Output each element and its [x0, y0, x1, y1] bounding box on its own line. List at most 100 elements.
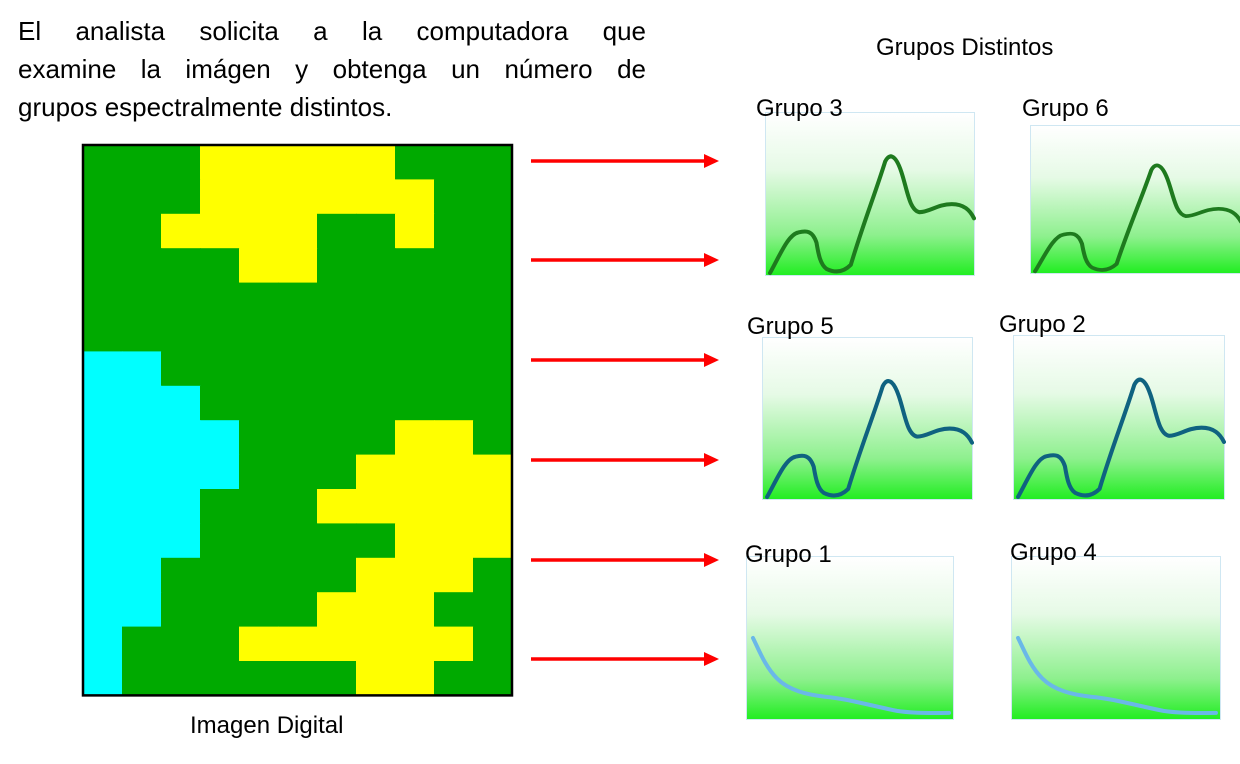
group-panel-3 — [765, 112, 976, 276]
pixel-cell — [200, 179, 240, 215]
pixel-cell — [434, 557, 474, 593]
pixel-cell — [239, 454, 279, 490]
pixel-cell — [473, 420, 513, 456]
pixel-cell — [278, 454, 318, 490]
pixel-cell — [122, 179, 162, 215]
pixel-cell — [317, 661, 357, 696]
pixel-cell — [395, 282, 435, 318]
pixel-cell — [161, 557, 201, 593]
pixel-cell — [278, 317, 318, 352]
pixel-cell — [356, 179, 396, 215]
pixel-cell — [239, 282, 279, 318]
pixel-cell — [239, 626, 279, 662]
pixel-cell — [122, 282, 162, 318]
pixel-cell — [278, 420, 318, 456]
pixel-cell — [434, 317, 474, 352]
pixel-cell — [83, 317, 123, 352]
pixel-cell — [83, 213, 123, 249]
pixel-cell — [239, 317, 279, 352]
arrow-icon — [531, 453, 719, 467]
pixel-cell — [317, 454, 357, 490]
pixel-cell — [356, 489, 396, 524]
pixel-cell — [473, 385, 513, 421]
pixel-cell — [434, 248, 474, 284]
pixel-cell — [83, 523, 123, 559]
groups-title: Grupos Distintos — [876, 34, 1054, 61]
pixel-cell — [161, 661, 201, 696]
pixel-cell — [473, 317, 513, 352]
pixel-cell — [434, 145, 474, 180]
pixel-cell — [239, 661, 279, 696]
pixel-cell — [434, 213, 474, 249]
pixel-cell — [161, 213, 201, 249]
pixel-cell — [395, 489, 435, 524]
pixel-cell — [161, 626, 201, 662]
pixel-cell — [200, 248, 240, 284]
intro-line-2: examine la imágen y obtenga un número de — [18, 54, 646, 84]
pixel-cell — [122, 626, 162, 662]
pixel-cell — [200, 351, 240, 387]
pixel-cell — [239, 420, 279, 456]
pixel-cell — [200, 282, 240, 318]
pixel-cell — [200, 145, 240, 180]
spectral-curve — [765, 379, 974, 499]
pixel-cell — [356, 592, 396, 628]
pixel-cell — [473, 213, 513, 249]
pixel-cell — [200, 420, 240, 456]
pixel-cell — [317, 351, 357, 387]
pixel-cell — [239, 523, 279, 559]
pixel-cell — [239, 179, 279, 215]
pixel-cell — [83, 592, 123, 628]
pixel-cell — [122, 385, 162, 421]
pixel-cell — [356, 385, 396, 421]
pixel-cell — [473, 626, 513, 662]
pixel-cell — [278, 248, 318, 284]
pixel-cell — [356, 420, 396, 456]
pixel-cell — [434, 385, 474, 421]
pixel-cell — [122, 661, 162, 696]
pixel-cell — [317, 145, 357, 180]
pixel-cell — [278, 282, 318, 318]
pixel-cell — [239, 592, 279, 628]
pixel-cell — [434, 523, 474, 559]
group-panel-2 — [1013, 335, 1226, 500]
pixel-cell — [317, 626, 357, 662]
pixel-cell — [278, 351, 318, 387]
pixel-cell — [239, 489, 279, 524]
group-label-5: Grupo 5 — [747, 313, 834, 340]
pixel-cell — [122, 454, 162, 490]
group-label-4: Grupo 4 — [1010, 539, 1097, 566]
pixel-cell — [434, 489, 474, 524]
pixel-cell — [83, 661, 123, 696]
image-border — [81, 143, 514, 697]
pixel-cell — [434, 179, 474, 215]
pixel-cell — [473, 351, 513, 387]
pixel-cell — [356, 213, 396, 249]
spectral-curve — [1016, 635, 1218, 716]
pixel-cell — [395, 523, 435, 559]
pixel-cell — [434, 661, 474, 696]
pixel-cell — [473, 145, 513, 180]
pixel-cell — [356, 317, 396, 352]
pixel-cell — [278, 145, 318, 180]
pixel-cell — [317, 489, 357, 524]
pixel-cell — [395, 317, 435, 352]
pixel-cell — [122, 592, 162, 628]
pixel-cell — [239, 385, 279, 421]
pixel-cell — [239, 557, 279, 593]
pixel-cell — [395, 626, 435, 662]
pixel-cell — [473, 523, 513, 559]
pixel-cell — [161, 317, 201, 352]
group-panel-6 — [1030, 125, 1240, 274]
pixel-cell — [434, 282, 474, 318]
pixel-cell — [473, 248, 513, 284]
pixel-cell — [395, 454, 435, 490]
group-panel-5 — [762, 337, 974, 500]
pixel-cell — [83, 489, 123, 524]
arrow-icon — [531, 154, 719, 168]
pixel-cell — [317, 248, 357, 284]
pixel-cell — [161, 385, 201, 421]
spectral-curve — [768, 154, 976, 275]
